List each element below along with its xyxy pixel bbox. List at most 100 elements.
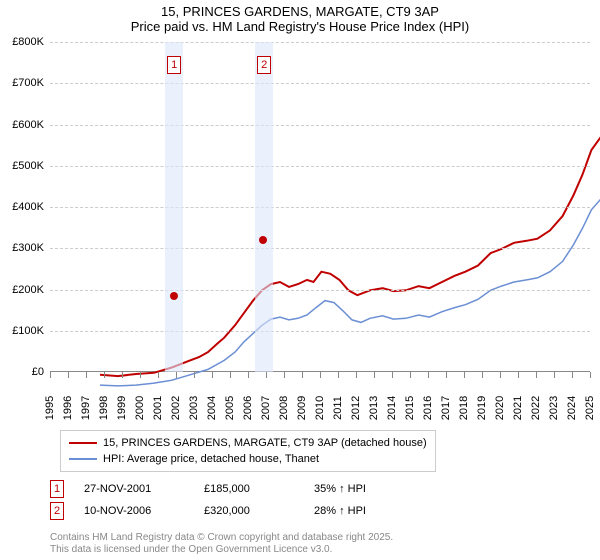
y-tick-label: £700K: [12, 77, 44, 89]
x-tick-mark: [374, 372, 375, 378]
x-tick-label: 2023: [548, 396, 560, 420]
y-tick-label: £500K: [12, 160, 44, 172]
legend-box: 15, PRINCES GARDENS, MARGATE, CT9 3AP (d…: [60, 430, 436, 472]
y-gridline: [50, 248, 590, 249]
x-tick-mark: [302, 372, 303, 378]
x-tick-label: 2022: [530, 396, 542, 420]
x-tick-label: 2016: [422, 396, 434, 420]
x-tick-label: 2025: [584, 396, 596, 420]
y-tick-label: £100K: [12, 325, 44, 337]
x-tick-label: 1997: [80, 396, 92, 420]
x-tick-label: 2012: [350, 396, 362, 420]
y-tick-label: £200K: [12, 284, 44, 296]
x-tick-mark: [122, 372, 123, 378]
legend-item: HPI: Average price, detached house, Than…: [69, 451, 427, 467]
x-tick-mark: [68, 372, 69, 378]
x-tick-label: 2008: [278, 396, 290, 420]
x-tick-label: 2019: [476, 396, 488, 420]
x-tick-label: 2015: [404, 396, 416, 420]
x-tick-label: 2005: [224, 396, 236, 420]
x-tick-mark: [50, 372, 51, 378]
footer-attribution: Contains HM Land Registry data © Crown c…: [50, 532, 393, 556]
x-tick-mark: [536, 372, 537, 378]
title-line1: 15, PRINCES GARDENS, MARGATE, CT9 3AP: [0, 4, 600, 19]
legend-label: HPI: Average price, detached house, Than…: [103, 453, 319, 465]
x-tick-mark: [176, 372, 177, 378]
x-tick-mark: [158, 372, 159, 378]
x-tick-mark: [464, 372, 465, 378]
x-tick-mark: [194, 372, 195, 378]
x-tick-label: 2020: [494, 396, 506, 420]
legend-item: 15, PRINCES GARDENS, MARGATE, CT9 3AP (d…: [69, 435, 427, 451]
x-tick-label: 2000: [134, 396, 146, 420]
footer-line2: This data is licensed under the Open Gov…: [50, 544, 393, 556]
legend-label: 15, PRINCES GARDENS, MARGATE, CT9 3AP (d…: [103, 437, 427, 449]
y-tick-label: £600K: [12, 119, 44, 131]
chart-title-block: 15, PRINCES GARDENS, MARGATE, CT9 3AP Pr…: [0, 0, 600, 34]
x-tick-mark: [338, 372, 339, 378]
x-tick-mark: [104, 372, 105, 378]
legend-swatch: [69, 442, 97, 444]
x-tick-mark: [212, 372, 213, 378]
x-tick-label: 2009: [296, 396, 308, 420]
sale-price: £185,000: [204, 483, 314, 495]
x-tick-mark: [356, 372, 357, 378]
highlight-band: [165, 42, 183, 372]
sale-price: £320,000: [204, 505, 314, 517]
x-tick-label: 2017: [440, 396, 452, 420]
x-tick-mark: [230, 372, 231, 378]
x-tick-label: 2013: [368, 396, 380, 420]
x-axis-ticks: 1995199619971998199920002001200220032004…: [50, 374, 590, 424]
x-tick-label: 2001: [152, 396, 164, 420]
x-tick-mark: [500, 372, 501, 378]
x-tick-label: 2018: [458, 396, 470, 420]
y-axis-ticks: £0£100K£200K£300K£400K£500K£600K£700K£80…: [0, 42, 50, 372]
x-tick-label: 1995: [44, 396, 56, 420]
x-tick-mark: [140, 372, 141, 378]
x-tick-label: 2004: [206, 396, 218, 420]
legend-swatch: [69, 458, 97, 460]
y-tick-label: £300K: [12, 242, 44, 254]
x-tick-mark: [482, 372, 483, 378]
x-tick-label: 2002: [170, 396, 182, 420]
sale-row: 2 10-NOV-2006£320,00028% ↑ HPI: [50, 500, 414, 522]
sale-date: 10-NOV-2006: [84, 505, 204, 517]
footer-line1: Contains HM Land Registry data © Crown c…: [50, 532, 393, 544]
x-tick-mark: [86, 372, 87, 378]
y-tick-label: £400K: [12, 201, 44, 213]
x-tick-mark: [572, 372, 573, 378]
y-gridline: [50, 42, 590, 43]
x-tick-mark: [248, 372, 249, 378]
y-gridline: [50, 83, 590, 84]
y-gridline: [50, 207, 590, 208]
sale-dot: [259, 236, 267, 244]
y-tick-label: £800K: [12, 36, 44, 48]
x-tick-label: 2021: [512, 396, 524, 420]
sale-date: 27-NOV-2001: [84, 483, 204, 495]
sale-hpi-delta: 28% ↑ HPI: [314, 505, 414, 517]
x-tick-mark: [518, 372, 519, 378]
sale-marker-box: 2: [257, 56, 271, 74]
x-tick-mark: [266, 372, 267, 378]
y-gridline: [50, 290, 590, 291]
y-gridline: [50, 125, 590, 126]
x-tick-mark: [590, 372, 591, 378]
x-tick-mark: [428, 372, 429, 378]
title-line2: Price paid vs. HM Land Registry's House …: [0, 19, 600, 34]
x-tick-label: 2024: [566, 396, 578, 420]
sale-annotations: 127-NOV-2001£185,00035% ↑ HPI 2 10-NOV-200…: [50, 478, 414, 522]
y-gridline: [50, 166, 590, 167]
x-tick-label: 1998: [98, 396, 110, 420]
x-tick-label: 2007: [260, 396, 272, 420]
x-tick-label: 2003: [188, 396, 200, 420]
x-tick-label: 1999: [116, 396, 128, 420]
x-tick-label: 2011: [332, 396, 344, 420]
x-tick-label: 1996: [62, 396, 74, 420]
x-tick-mark: [392, 372, 393, 378]
sale-marker-icon: 2: [50, 502, 64, 520]
sale-dot: [170, 292, 178, 300]
x-tick-mark: [320, 372, 321, 378]
x-tick-mark: [284, 372, 285, 378]
x-tick-mark: [554, 372, 555, 378]
sale-row: 127-NOV-2001£185,00035% ↑ HPI: [50, 478, 414, 500]
